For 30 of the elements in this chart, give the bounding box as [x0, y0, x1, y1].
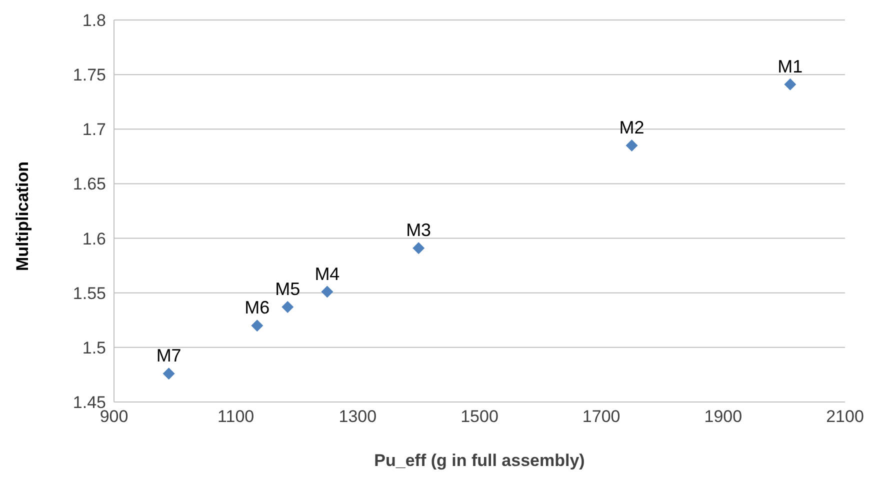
point: [412, 242, 425, 254]
y-tick-label: 1.5: [82, 338, 106, 358]
point: [162, 368, 175, 380]
annotation: M6: [244, 298, 270, 318]
annotation: M7: [156, 346, 182, 366]
y-tick-label: 1.8: [82, 11, 106, 30]
x-tick-label: 2100: [826, 407, 864, 426]
x-axis-title: Pu_eff (g in full assembly): [374, 451, 585, 470]
x-tick-label: 900: [100, 407, 128, 426]
annotation: M4: [314, 264, 340, 284]
point: [321, 286, 334, 298]
y-tick-label: 1.75: [72, 66, 106, 85]
x-tick-label: 1900: [704, 407, 742, 426]
annotation: M1: [778, 56, 803, 76]
annotation: M2: [619, 118, 644, 138]
annotation: M3: [406, 220, 432, 240]
y-tick-label: 1.7: [82, 120, 106, 140]
annotation: M5: [275, 279, 300, 300]
x-tick-label: 1100: [218, 407, 254, 426]
x-tick-label: 1700: [582, 407, 620, 426]
y-tick-label: 1.65: [72, 174, 106, 194]
y-tick-label: 1.6: [82, 229, 106, 248]
point: [626, 140, 638, 152]
y-tick-label: 1.55: [72, 284, 106, 303]
point: [784, 78, 796, 90]
point: [251, 320, 264, 332]
y-axis-title: Multiplication: [13, 161, 32, 271]
point: [282, 301, 294, 314]
x-tick-label: 1500: [460, 407, 498, 426]
x-tick-label: 1300: [338, 407, 377, 426]
